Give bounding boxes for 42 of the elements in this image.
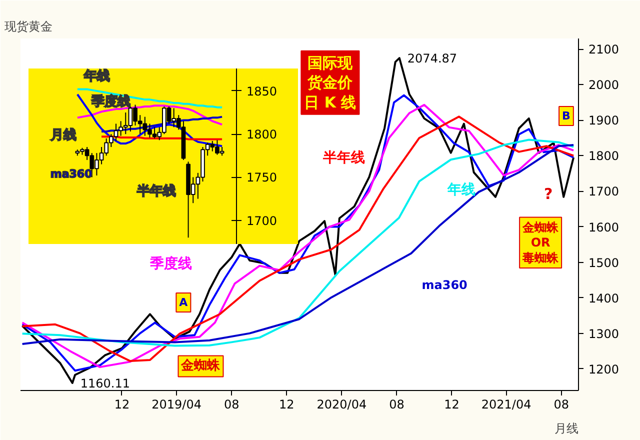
x-tick-label: 08 [389,398,404,412]
y-tick-label: 1600 [588,220,620,234]
y-tick-label: 2000 [588,78,620,92]
x-tick-label: 12 [444,398,460,412]
x-tick-label: 08 [554,398,570,412]
y-tick-label: 1300 [588,326,620,341]
y-tick-label: 1750 [246,170,278,185]
annotation: A [179,296,188,309]
annotation: 国际现货金价日 K 线 [304,54,356,112]
y-tick-label: 1500 [588,256,620,270]
chart-title: 现货黄金 [4,20,52,34]
series-label: 半年线 [322,150,366,166]
annotation: B [562,109,570,122]
series-label: 年线 [83,68,110,84]
text: ma360 [422,278,468,292]
y-tick-label: 1800 [588,149,620,164]
series-label: 月线 [49,128,76,143]
text: 季度线 [149,254,192,272]
x-tick-label: 08 [224,398,240,412]
y-tick-label: 2100 [588,42,620,57]
y-tick-label: 1850 [246,84,278,98]
y-tick-label: 1800 [246,128,278,142]
y-tick-label: 1700 [246,214,278,228]
y-tick-label: 1400 [588,291,620,306]
annotation: 金蜘蛛 OR 毒蜘蛛 [522,220,560,266]
x-tick-label: 12 [114,398,130,412]
y-tick-label: 1700 [588,184,620,199]
x-tick-label: 2020/04 [316,398,367,412]
series-label: 年线 [446,182,476,198]
annotation: 金蜘蛛 [180,358,222,374]
text: 半年线 [136,184,176,200]
x-tick-label: 2019/04 [152,398,202,412]
line-series [76,88,224,108]
x-tick-label: 2021/04 [481,398,532,412]
annotation: ? [544,185,553,204]
series-label: 季度线 [90,93,131,110]
annotation: 1160.11 [80,376,130,390]
annotation: 2074.87 [407,52,458,66]
x-tick-label: 12 [279,398,294,412]
text: 月线 [554,422,578,436]
y-tick-label: 1900 [588,114,620,128]
y-tick-label: 1200 [588,362,620,376]
